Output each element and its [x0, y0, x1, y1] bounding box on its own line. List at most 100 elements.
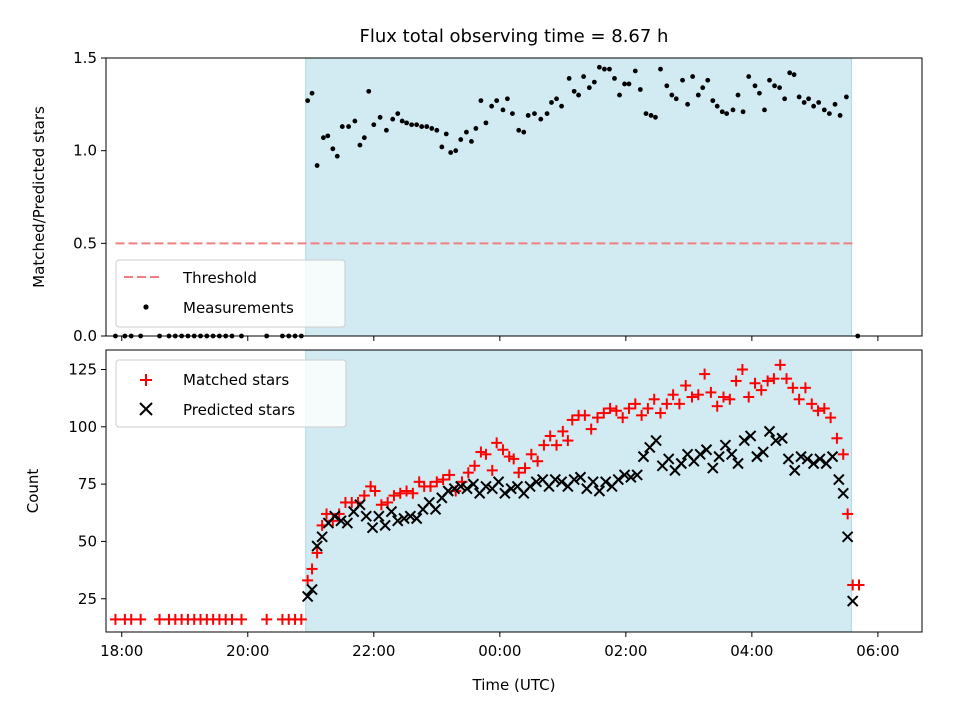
measurement-point — [806, 96, 811, 102]
measurements-legend-label: Measurements — [183, 299, 294, 317]
measurement-point — [762, 107, 767, 113]
measurement-point — [602, 66, 607, 72]
predicted-star-marker — [306, 583, 318, 596]
measurement-point — [735, 92, 741, 98]
bottom-panel: 18:00 20:00 22:00 00:00 02:00 04:00 06:00 25 50… — [24, 349, 923, 694]
measurement-point — [746, 74, 752, 79]
predicted-star-marker — [719, 439, 732, 451]
chart-title: Flux total observing time = 8.67 h — [360, 26, 669, 47]
measurements-legend-swatch — [143, 304, 149, 310]
y-tick-label: 0.5 — [73, 234, 97, 252]
measurement-point — [637, 87, 643, 92]
predicted-star-marker — [713, 450, 725, 463]
matched-star-marker — [469, 460, 481, 472]
predicted-star-marker — [366, 521, 379, 534]
predicted-star-marker — [650, 434, 662, 447]
y-tick-label: 125 — [68, 360, 97, 378]
measurement-point — [325, 133, 331, 139]
matched-star-marker — [825, 412, 837, 424]
matched-star-marker — [394, 487, 406, 499]
matched-star-marker — [443, 469, 455, 481]
matched-star-marker — [787, 382, 799, 394]
matched-star-marker — [579, 409, 591, 421]
measurement-point — [673, 96, 679, 102]
predicted-star-marker — [837, 487, 849, 499]
predicted-star-marker — [480, 480, 492, 493]
measurement-point — [559, 103, 564, 109]
matched-star-marker — [135, 613, 147, 625]
matched-star-marker — [680, 380, 692, 392]
predicted-star-marker — [467, 478, 480, 490]
measurement-point — [424, 124, 430, 129]
matched-star-marker — [109, 613, 121, 625]
matched-star-marker — [401, 485, 413, 497]
measurement-point — [453, 148, 459, 154]
measurement-point — [494, 98, 500, 104]
measurement-point — [843, 94, 849, 100]
matched-star-marker — [388, 490, 400, 502]
predicted-star-marker — [763, 425, 776, 438]
predicted-legend-label: Predicted stars — [183, 401, 295, 419]
matched-star-marker — [837, 448, 849, 460]
matched-star-marker — [321, 508, 333, 520]
predicted-star-marker — [316, 531, 328, 543]
predicted-star-marker — [694, 448, 706, 461]
measurement-point — [352, 118, 358, 124]
measurement-point — [772, 83, 777, 89]
top-x-ticks — [121, 336, 879, 341]
predicted-star-marker — [311, 540, 323, 552]
measurement-point — [390, 116, 396, 122]
y-tick-label: 1.5 — [73, 49, 97, 67]
measurement-point — [334, 153, 340, 159]
predicted-star-marker — [505, 483, 517, 495]
y-tick-label: 50 — [78, 532, 97, 550]
x-tick-label: 00:00 — [478, 642, 521, 660]
measurement-point — [690, 74, 696, 79]
matched-star-marker — [585, 423, 597, 435]
matched-star-marker — [513, 467, 525, 479]
predicted-star-marker — [379, 519, 391, 532]
predicted-star-marker — [801, 453, 814, 465]
matched-star-marker — [686, 391, 698, 403]
matched-star-marker — [551, 439, 563, 451]
bottom-y-axis-label: Count — [24, 469, 42, 514]
measurement-point — [714, 103, 720, 109]
matched-star-marker — [295, 613, 307, 625]
measurement-point — [554, 96, 559, 102]
predicted-star-marker — [354, 499, 366, 511]
measurement-point — [504, 96, 510, 102]
measurement-point — [458, 137, 464, 142]
predicted-star-marker — [789, 464, 801, 477]
predicted-star-marker — [807, 457, 820, 470]
measurement-point — [700, 85, 706, 91]
measurement-point — [680, 77, 685, 83]
predicted-star-marker — [744, 430, 757, 442]
measurement-point — [710, 98, 716, 104]
predicted-star-marker — [524, 480, 536, 493]
matched-star-marker — [486, 464, 498, 476]
measurement-point — [429, 126, 435, 131]
top-legend-box — [115, 259, 346, 328]
matched-star-marker — [806, 398, 818, 410]
predicted-star-marker — [448, 483, 461, 495]
predicted-star-marker — [599, 476, 612, 488]
matched-star-marker — [617, 412, 629, 424]
measurement-point — [384, 127, 389, 133]
matched-star-marker — [591, 412, 603, 424]
measurement-point — [464, 129, 469, 135]
measurement-point — [607, 66, 612, 72]
matched-star-marker — [604, 402, 616, 414]
predicted-star-marker — [335, 515, 347, 527]
measurement-point — [483, 120, 489, 126]
y-tick-label: 0.0 — [73, 327, 97, 345]
measurement-point — [685, 101, 690, 107]
matched-star-marker — [311, 547, 323, 559]
matched-star-marker — [425, 480, 437, 492]
measurement-point — [346, 124, 351, 129]
y-tick-label: 1.0 — [73, 142, 97, 160]
measurement-point — [622, 81, 627, 87]
measurement-point — [434, 127, 440, 133]
matched-star-marker — [768, 373, 780, 385]
measurement-point — [653, 114, 658, 120]
predicted-star-marker — [404, 510, 417, 522]
